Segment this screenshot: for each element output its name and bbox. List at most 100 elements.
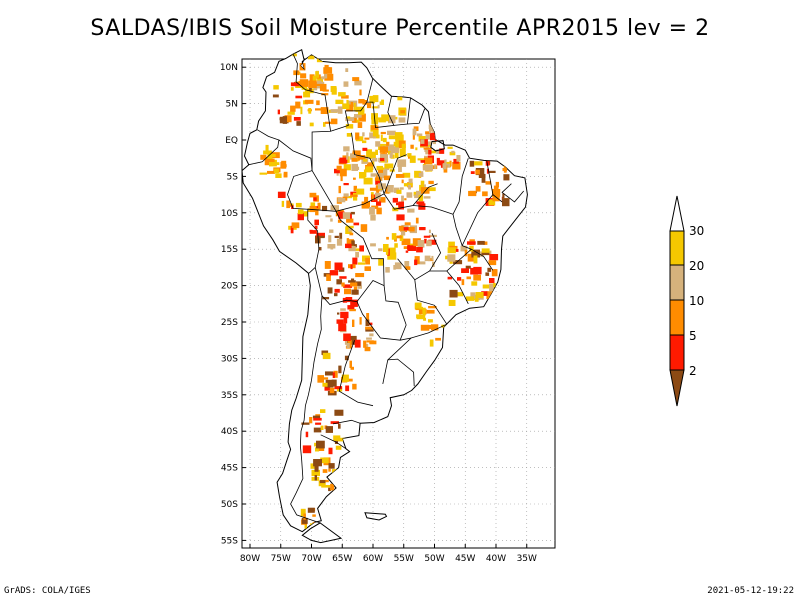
moisture-patch bbox=[330, 109, 339, 113]
moisture-patch bbox=[290, 225, 294, 234]
moisture-patch bbox=[338, 423, 341, 429]
border-line bbox=[452, 158, 469, 246]
moisture-patch bbox=[369, 340, 377, 345]
moisture-patch bbox=[364, 346, 371, 352]
moisture-patch bbox=[364, 196, 369, 205]
moisture-patch bbox=[400, 231, 406, 236]
moisture-patch bbox=[356, 281, 362, 286]
moisture-patch bbox=[331, 379, 337, 387]
moisture-patch bbox=[375, 179, 380, 185]
moisture-patch bbox=[309, 87, 312, 91]
moisture-patch bbox=[398, 225, 404, 231]
moisture-patch bbox=[339, 168, 347, 177]
moisture-patch bbox=[370, 243, 376, 247]
moisture-patch bbox=[302, 445, 312, 454]
moisture-patch bbox=[389, 169, 395, 172]
moisture-patch bbox=[337, 312, 340, 315]
moisture-patch bbox=[322, 469, 328, 473]
moisture-patch bbox=[372, 95, 379, 103]
moisture-patch bbox=[414, 259, 418, 266]
moisture-patch bbox=[380, 131, 386, 135]
moisture-patch bbox=[366, 337, 372, 340]
moisture-patch bbox=[453, 260, 463, 265]
moisture-patch bbox=[492, 189, 501, 197]
moisture-patch bbox=[386, 141, 390, 148]
moisture-patch bbox=[275, 173, 282, 178]
moisture-patch bbox=[398, 117, 406, 123]
moisture-patch bbox=[320, 107, 329, 114]
moisture-patch bbox=[408, 227, 415, 232]
moisture-patch bbox=[380, 134, 383, 142]
moisture-patch bbox=[386, 236, 389, 240]
moisture-patch bbox=[468, 190, 477, 197]
moisture-patch bbox=[267, 153, 273, 159]
border-line bbox=[278, 139, 320, 274]
moisture-patch bbox=[379, 101, 382, 105]
moisture-patch bbox=[399, 187, 404, 190]
moisture-patch bbox=[407, 208, 415, 213]
moisture-patch bbox=[280, 161, 285, 169]
moisture-patch bbox=[369, 132, 377, 139]
moisture-patch bbox=[495, 181, 499, 188]
moisture-patch bbox=[293, 70, 300, 76]
moisture-patch bbox=[483, 241, 488, 245]
moisture-patch bbox=[362, 100, 368, 105]
moisture-patch bbox=[291, 222, 300, 229]
moisture-patch bbox=[502, 193, 505, 200]
moisture-patch bbox=[397, 96, 403, 101]
moisture-patch bbox=[389, 152, 393, 159]
moisture-patch bbox=[345, 385, 350, 392]
moisture-patch bbox=[404, 261, 410, 269]
moisture-patch bbox=[350, 366, 354, 370]
latitude-labels: 10N 5N EQ 5S 10S 15S 20S 25S 30S 35S 40S 45S 50S 55S bbox=[220, 63, 246, 546]
moisture-patch bbox=[473, 274, 481, 281]
moisture-patch bbox=[351, 289, 359, 295]
moisture-patch bbox=[323, 67, 333, 74]
moisture-patch bbox=[396, 189, 402, 194]
lat-label: 50S bbox=[221, 500, 238, 510]
moisture-patch bbox=[324, 73, 334, 81]
moisture-patch bbox=[349, 232, 354, 236]
moisture-patch bbox=[493, 185, 499, 192]
moisture-patch bbox=[311, 469, 320, 476]
moisture-patch bbox=[376, 201, 382, 206]
moisture-patch bbox=[357, 122, 363, 128]
moisture-patch bbox=[429, 127, 437, 132]
moisture-patch bbox=[301, 86, 308, 90]
moisture-patch bbox=[329, 229, 334, 233]
moisture-patch bbox=[444, 159, 447, 167]
moisture-patch bbox=[387, 146, 396, 153]
moisture-patch bbox=[471, 281, 478, 286]
moisture-patch bbox=[330, 483, 335, 491]
moisture-patch bbox=[415, 217, 419, 224]
marajo-island bbox=[430, 140, 445, 152]
moisture-patch bbox=[488, 260, 497, 266]
moisture-patch bbox=[336, 173, 339, 176]
moisture-patch bbox=[345, 124, 354, 129]
border-line bbox=[461, 194, 494, 271]
moisture-patch bbox=[331, 87, 337, 95]
moisture-patch bbox=[312, 75, 317, 81]
moisture-patch bbox=[363, 177, 373, 185]
moisture-patch bbox=[273, 85, 279, 90]
moisture-patch bbox=[430, 324, 439, 331]
moisture-patch bbox=[370, 214, 376, 221]
moisture-patch bbox=[336, 165, 342, 171]
moisture-patch bbox=[492, 195, 500, 202]
moisture-patch bbox=[352, 319, 355, 327]
border-line bbox=[397, 258, 416, 281]
moisture-patch bbox=[315, 422, 322, 425]
moisture-patch bbox=[347, 305, 355, 310]
moisture-patch bbox=[371, 157, 378, 162]
moisture-patch bbox=[314, 475, 317, 481]
moisture-patch bbox=[340, 175, 343, 182]
moisture-patch bbox=[424, 155, 428, 159]
moisture-patch bbox=[348, 228, 353, 232]
lon-label: 80W bbox=[240, 554, 260, 564]
moisture-patch bbox=[408, 178, 413, 186]
map-title: SALDAS/IBIS Soil Moisture Percentile APR… bbox=[90, 16, 710, 41]
moisture-patch bbox=[352, 150, 361, 158]
moisture-patch bbox=[369, 187, 376, 191]
moisture-patch bbox=[318, 480, 326, 487]
moisture-patch bbox=[416, 247, 423, 253]
